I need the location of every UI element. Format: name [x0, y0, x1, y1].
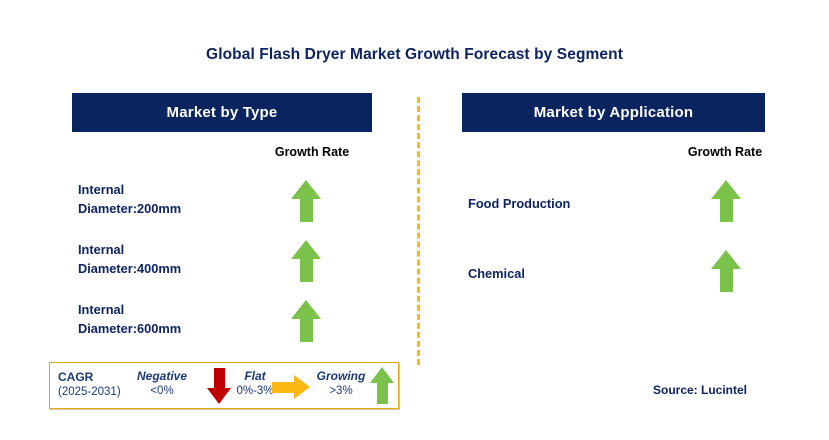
growth-rate-caption-left: Growth Rate: [274, 145, 350, 159]
panel-header-market-by-type: Market by Type: [72, 93, 372, 132]
legend: CAGR (2025-2031) Negative <0% Flat 0%-3%: [49, 362, 399, 409]
legend-item-negative: Negative <0%: [122, 369, 202, 399]
arrow-up-icon: [711, 180, 741, 222]
table-row: Food Production: [468, 180, 768, 246]
panel-header-label: Market by Application: [533, 104, 694, 121]
growth-rate-caption-right: Growth Rate: [687, 145, 763, 159]
arrow-up-icon: [291, 180, 321, 222]
table-row: Internal Diameter:600mm: [78, 300, 378, 356]
segment-label: Chemical: [468, 266, 525, 281]
legend-arrow-flat: [272, 375, 310, 399]
arrow-right-icon: [272, 375, 310, 399]
page-title: Global Flash Dryer Market Growth Forecas…: [206, 46, 623, 63]
legend-cagr-title: CAGR: [58, 370, 94, 384]
growth-indicator-cell: [711, 180, 741, 222]
table-row: Internal Diameter:200mm: [78, 180, 378, 236]
panel-header-market-by-application: Market by Application: [462, 93, 765, 132]
legend-item-flat: Flat 0%-3%: [222, 369, 288, 399]
legend-flat-value: 0%-3%: [236, 385, 274, 397]
arrow-up-icon: [291, 300, 321, 342]
panel-header-label: Market by Type: [166, 104, 278, 121]
legend-arrow-growing: [370, 367, 395, 404]
arrow-down-icon: [207, 368, 231, 404]
growth-indicator-cell: [291, 300, 321, 342]
growth-indicator-cell: [711, 250, 741, 292]
legend-flat-label: Flat: [244, 369, 266, 383]
table-row: Internal Diameter:400mm: [78, 240, 378, 296]
segment-label: Internal Diameter:200mm: [78, 182, 182, 216]
arrow-up-icon: [291, 240, 321, 282]
legend-cagr-block: CAGR (2025-2031): [58, 370, 148, 400]
panel-market-by-application: Market by Application: [462, 93, 765, 132]
panel-divider: [417, 97, 420, 365]
legend-growing-label: Growing: [316, 369, 366, 383]
growth-indicator-cell: [291, 180, 321, 222]
source-attribution: Source: Lucintel: [653, 383, 748, 397]
segment-label: Food Production: [468, 196, 571, 211]
segment-label: Internal Diameter:400mm: [78, 242, 182, 276]
arrow-up-icon: [370, 367, 395, 404]
legend-item-growing: Growing >3%: [302, 369, 380, 399]
legend-growing-value: >3%: [329, 385, 353, 397]
legend-arrow-negative: [207, 368, 231, 404]
legend-negative-value: <0%: [150, 385, 174, 397]
table-row: Chemical: [468, 250, 768, 316]
legend-cagr-period: (2025-2031): [58, 386, 121, 398]
segment-label: Internal Diameter:600mm: [78, 302, 182, 336]
arrow-up-icon: [711, 250, 741, 292]
growth-indicator-cell: [291, 240, 321, 282]
panel-market-by-type: Market by Type: [72, 93, 372, 132]
legend-negative-label: Negative: [136, 369, 188, 383]
